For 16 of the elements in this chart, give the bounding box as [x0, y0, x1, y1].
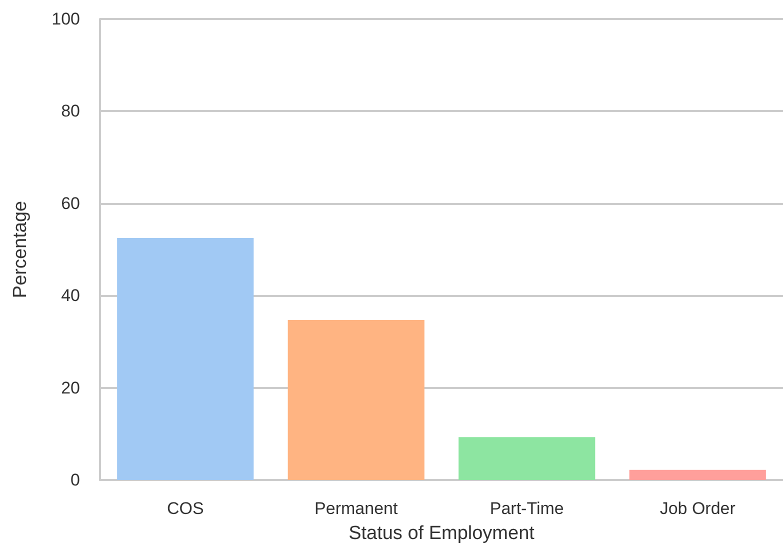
bar [117, 238, 254, 480]
y-axis-title: Percentage [10, 200, 31, 298]
y-tick-label: 60 [61, 194, 80, 213]
y-tick-label: 100 [52, 10, 80, 28]
x-tick-label: COS [166, 499, 204, 518]
x-axis-title: Status of Employment [348, 523, 536, 544]
y-tick-label: 0 [70, 470, 80, 490]
bar [288, 320, 424, 480]
bar [629, 470, 766, 480]
x-tick-label: Permanent [314, 499, 398, 518]
x-tick-label: Part-Time [490, 499, 564, 518]
y-tick-label: 80 [61, 102, 80, 121]
x-tick-label: Job Order [660, 499, 736, 518]
y-tick-label: 40 [61, 286, 80, 306]
y-tick-label: 20 [61, 378, 80, 398]
bar [458, 437, 596, 480]
